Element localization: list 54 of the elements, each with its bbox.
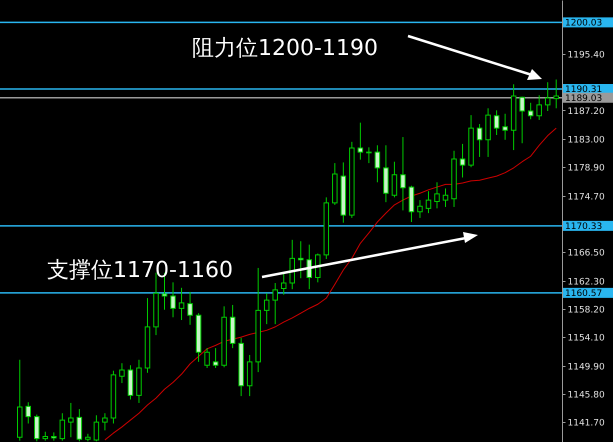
- candlestick: [494, 110, 500, 136]
- candlestick: [264, 292, 270, 325]
- candlestick: [400, 136, 406, 211]
- candlestick: [102, 412, 108, 431]
- y-tick-label: 1178.90: [568, 164, 605, 174]
- candlestick: [76, 408, 82, 442]
- candlestick: [204, 348, 210, 368]
- annotation: 阻力位1200-1190: [192, 36, 378, 61]
- candlestick: [280, 272, 286, 296]
- y-tick-label: 1158.20: [568, 306, 605, 316]
- candlestick: [476, 124, 482, 158]
- candlestick: [358, 122, 364, 160]
- candlestick: [536, 94, 542, 120]
- candlestick: [502, 113, 508, 140]
- candlestick: [434, 182, 440, 209]
- y-tick-label: 1145.80: [568, 390, 605, 401]
- ref-line-label: 1190.31: [565, 85, 602, 96]
- candlestick: [272, 282, 278, 325]
- candlestick: [417, 200, 423, 218]
- candlestick: [519, 96, 525, 144]
- ref-line-label: 1160.57: [565, 288, 602, 299]
- ref-line-label: 1189.03: [565, 94, 602, 104]
- candlestick: [374, 144, 380, 183]
- candlestick: [544, 82, 550, 112]
- candlestick: [212, 348, 218, 368]
- candlestick: [426, 190, 432, 214]
- ref-line-label: 1170.33: [565, 222, 602, 232]
- candlestick: [68, 402, 74, 438]
- y-tick-label: 1162.30: [568, 277, 605, 288]
- y-tick-label: 1141.70: [568, 418, 605, 429]
- y-tick-label: 1183.00: [568, 136, 605, 146]
- candlestick: [187, 291, 193, 326]
- candlestick: [528, 102, 534, 120]
- candlestick: [119, 362, 125, 384]
- y-tick-label: 1154.10: [568, 334, 605, 344]
- y-tick-label: 1195.40: [568, 50, 605, 61]
- candlestick: [392, 161, 398, 198]
- ref-line-label: 1200.03: [565, 18, 602, 28]
- annotation: 支撑位1170-1160: [47, 258, 233, 283]
- candlestick: [26, 402, 32, 424]
- candlestick: [170, 282, 176, 318]
- candlestick: [246, 354, 252, 397]
- y-tick-label: 1149.90: [568, 362, 605, 372]
- candlestick: [553, 78, 559, 109]
- candlestick: [178, 287, 184, 321]
- y-tick-label: 1174.70: [568, 192, 605, 202]
- y-tick-label: 1166.50: [568, 248, 605, 259]
- candlestick: [34, 414, 40, 442]
- y-tick-label: 1187.20: [568, 106, 605, 117]
- candlestick: [298, 240, 304, 279]
- candlestick: [315, 253, 321, 283]
- candlestick: [442, 188, 448, 208]
- candlestick: [460, 143, 466, 178]
- candlestick: [366, 146, 372, 164]
